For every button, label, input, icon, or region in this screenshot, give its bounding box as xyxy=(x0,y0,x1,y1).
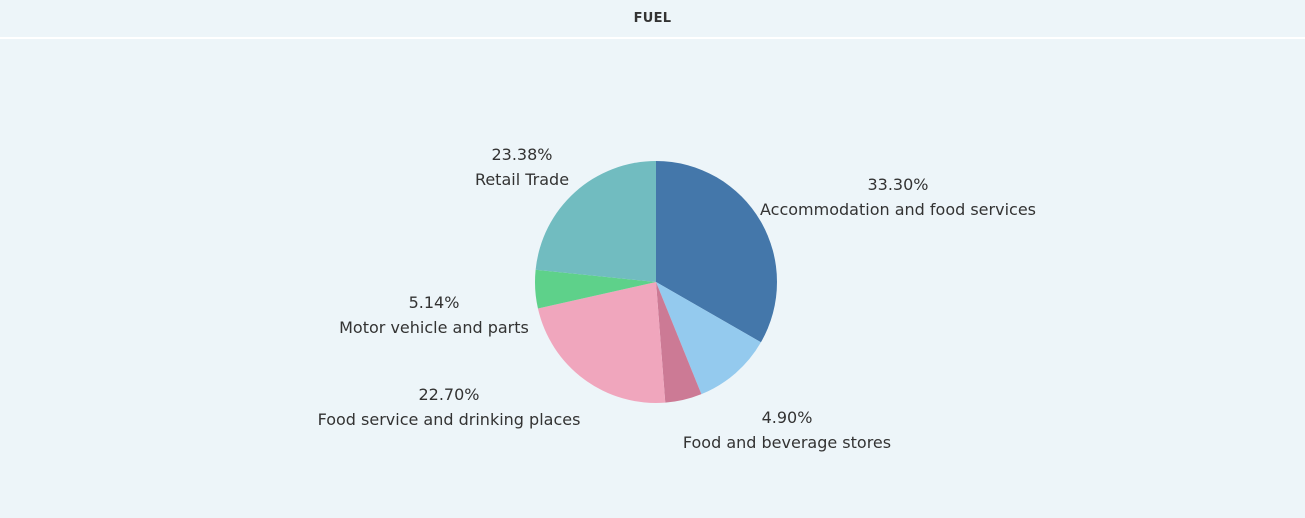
slice-category-label: Food service and drinking places xyxy=(318,410,581,429)
slice-value-label: 22.70% xyxy=(418,385,479,404)
pie-labels: 33.30% Accommodation and food services 4.9… xyxy=(318,145,1036,452)
slice-value-label: 23.38% xyxy=(491,145,552,164)
slice-value-label: 5.14% xyxy=(409,293,460,312)
pie-slice-accommodation-and-food-services[interactable] xyxy=(656,161,777,343)
slice-category-label: Retail Trade xyxy=(475,170,569,189)
slice-category-label: Food and beverage stores xyxy=(683,433,891,452)
chart-title: FUEL xyxy=(633,11,672,26)
pie-slice-food-service-and-drinking-places[interactable] xyxy=(537,282,666,403)
pie-slice-retail-trade[interactable] xyxy=(535,161,656,282)
pie-slice-motor-vehicle-and-parts[interactable] xyxy=(535,269,656,309)
chart-header: FUEL xyxy=(0,0,1305,39)
pie-slices xyxy=(535,161,777,403)
slice-category-label: Motor vehicle and parts xyxy=(339,318,529,337)
slice-category-label: Accommodation and food services xyxy=(760,200,1036,219)
slice-value-label: 4.90% xyxy=(762,408,813,427)
pie-slice-food-and-beverage-stores[interactable] xyxy=(656,282,702,403)
slice-value-label: 33.30% xyxy=(867,175,928,194)
pie-slice-slice-1[interactable] xyxy=(656,282,761,395)
